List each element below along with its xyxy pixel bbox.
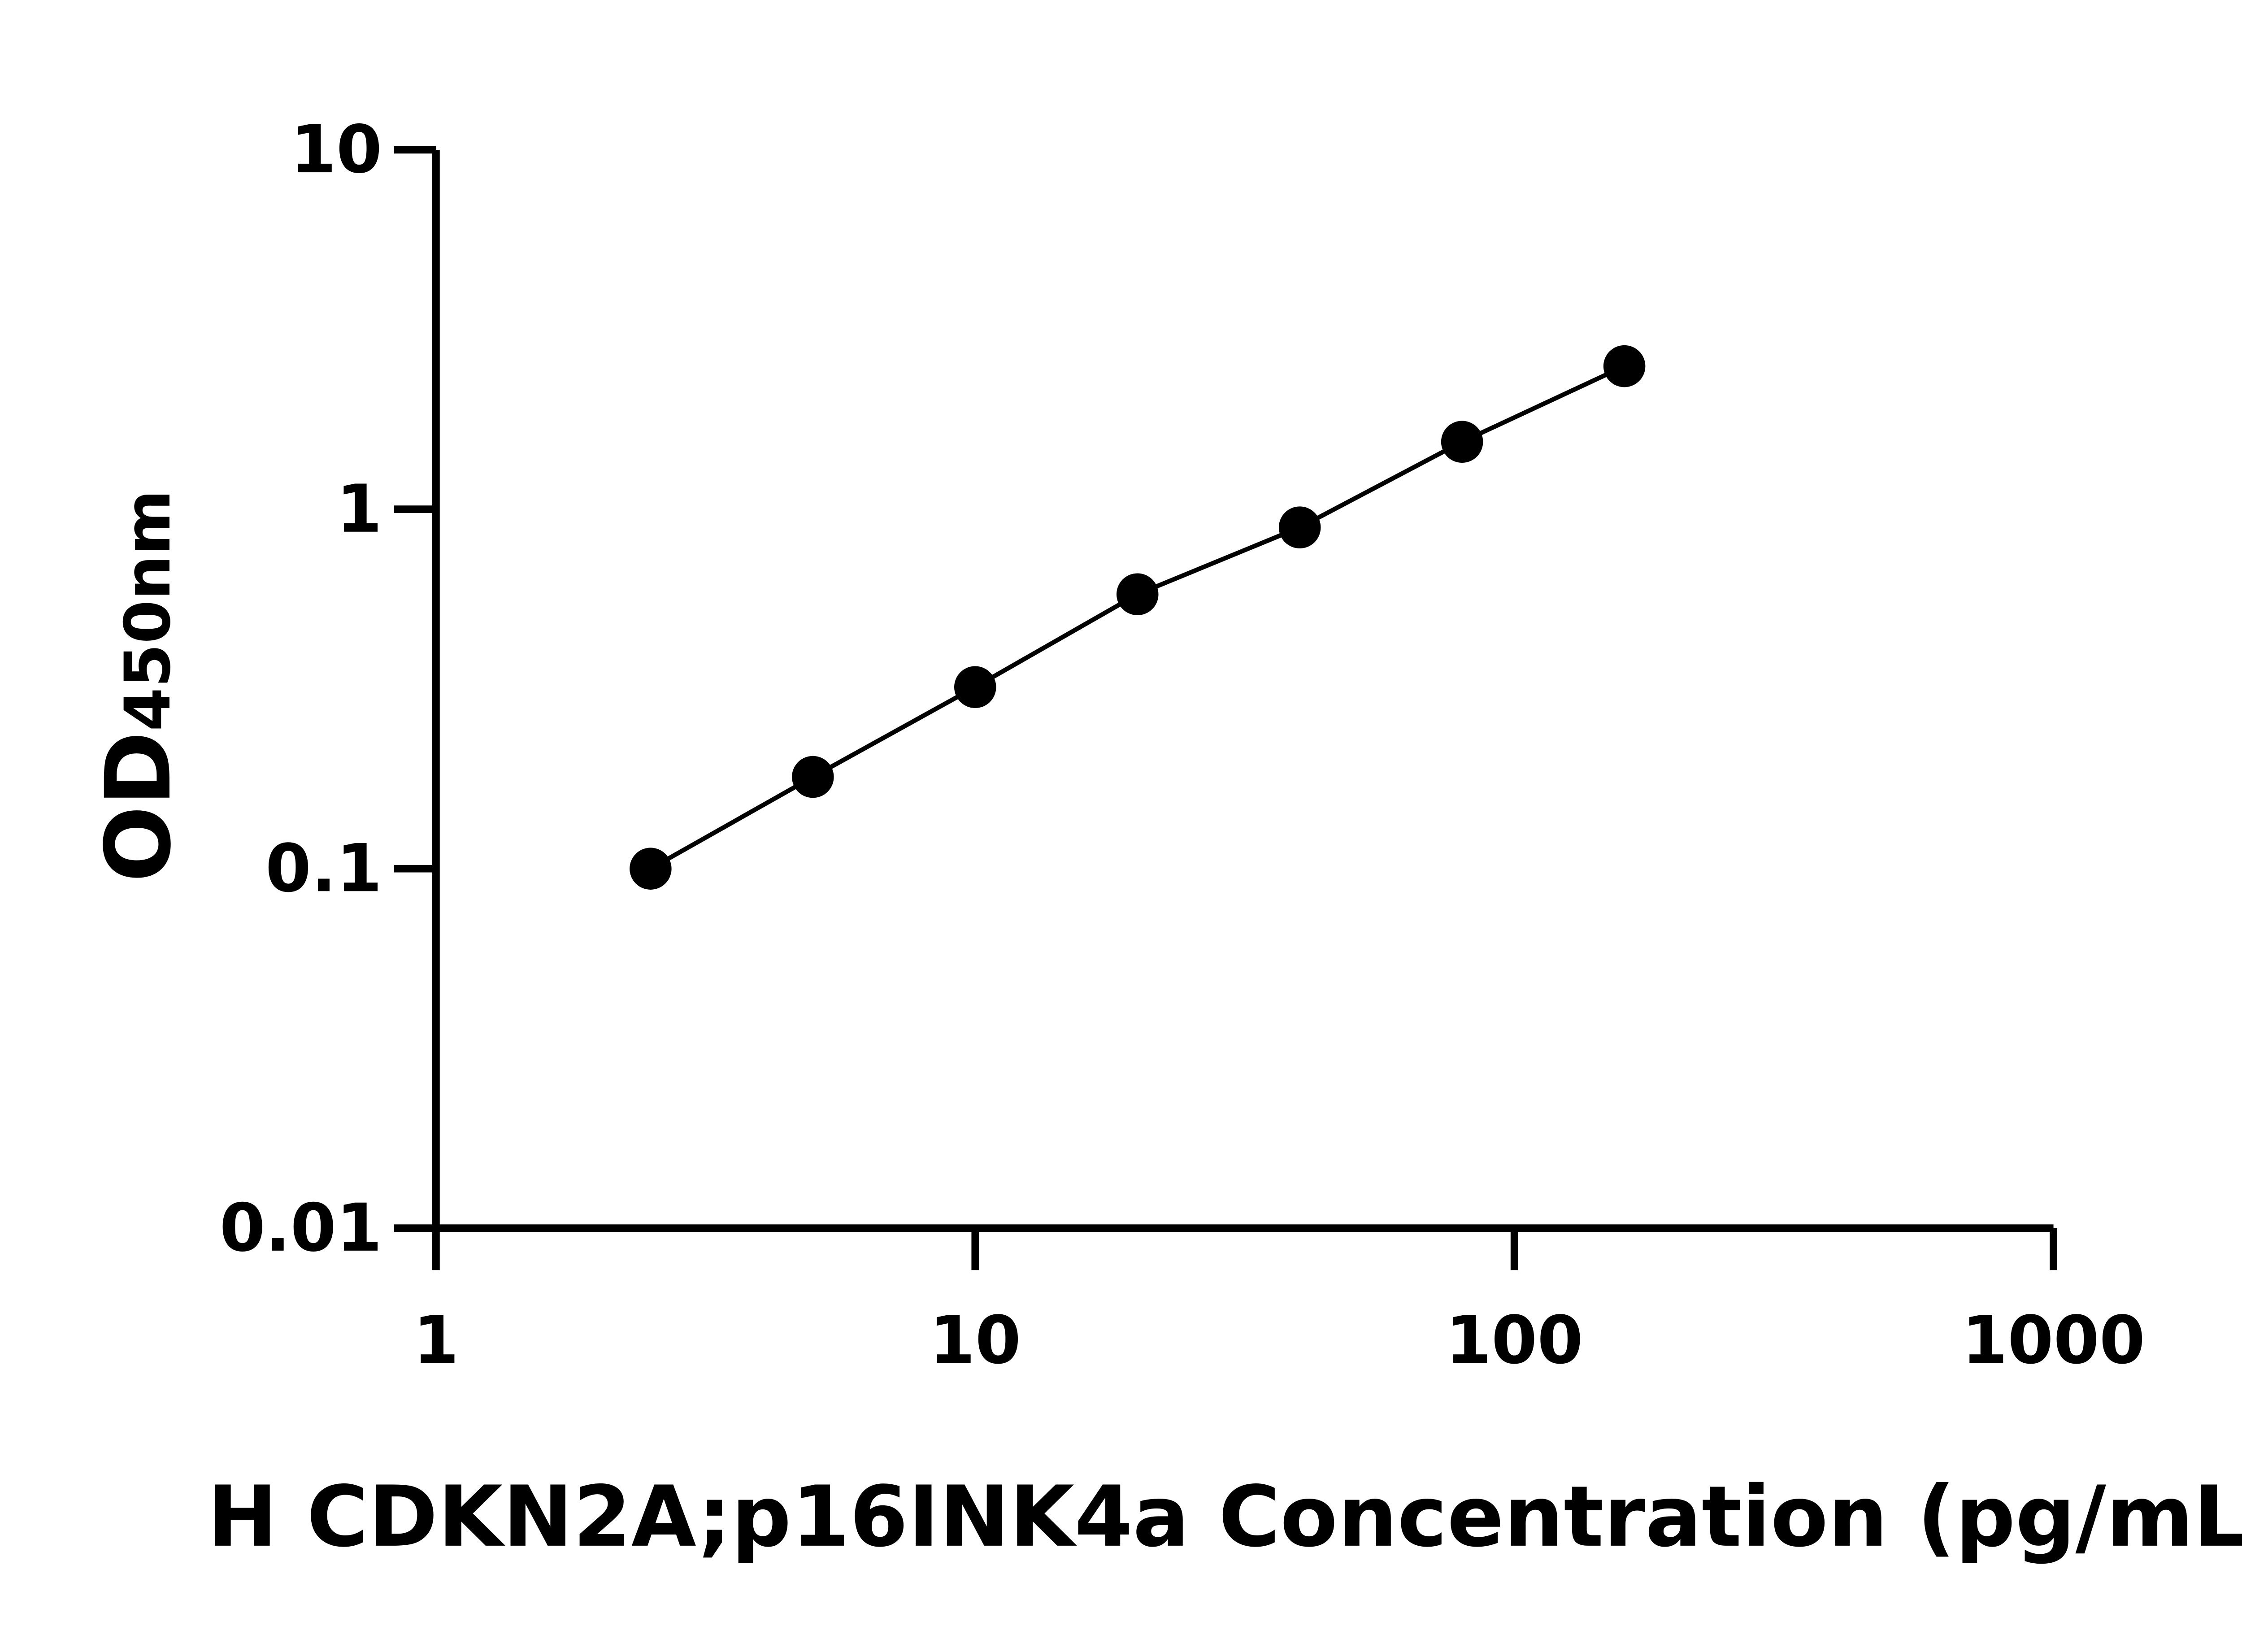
x-tick-label: 1000 (1962, 1302, 2145, 1378)
x-axis-label: H CDKN2A;p16INK4a Concentration (pg/mL) (207, 1468, 2242, 1566)
data-point (630, 848, 672, 890)
x-tick-label: 1 (413, 1302, 459, 1378)
y-tick-label: 0.01 (220, 1190, 382, 1266)
data-point (954, 666, 996, 709)
y-axis-label: OD450nm (87, 490, 191, 882)
y-tick-label: 0.1 (265, 830, 382, 907)
x-tick-label: 100 (1446, 1302, 1583, 1378)
data-point (1116, 573, 1159, 615)
data-point (792, 756, 834, 798)
y-axis-label-subscript: 450nm (112, 490, 185, 731)
data-point (1278, 506, 1321, 548)
y-tick-label: 1 (336, 471, 382, 548)
y-tick-label: 10 (291, 111, 382, 188)
x-tick-label: 10 (930, 1302, 1021, 1378)
data-point (1603, 345, 1646, 387)
y-axis-label-main: OD (87, 731, 191, 883)
data-point (1441, 421, 1483, 463)
